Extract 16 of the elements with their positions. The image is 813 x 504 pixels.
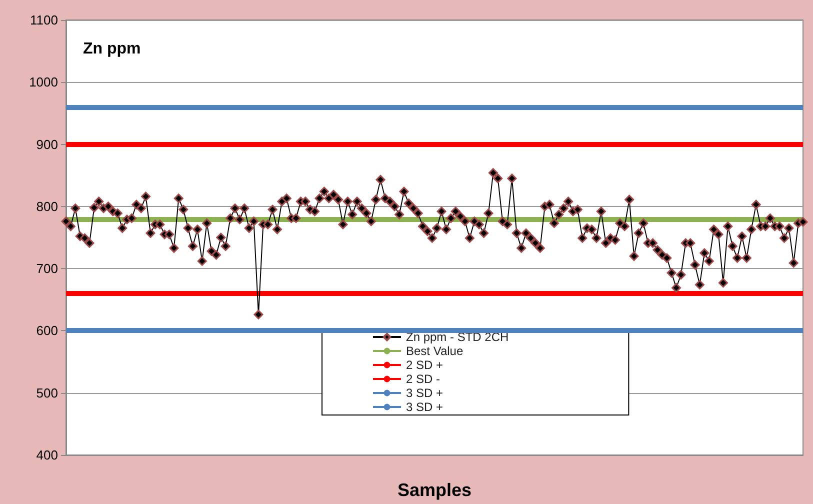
legend-label: Zn ppm - STD 2CH xyxy=(406,330,509,344)
y-tick-label: 800 xyxy=(36,198,58,214)
y-tick-label: 600 xyxy=(36,323,58,338)
legend-label: 3 SD + xyxy=(406,400,444,414)
legend-label: 2 SD + xyxy=(406,358,444,372)
x-axis-title: Samples xyxy=(397,480,472,500)
y-tick-label: 500 xyxy=(36,385,58,400)
legend-label: 2 SD - xyxy=(406,372,440,386)
y-tick-label: 900 xyxy=(36,136,58,152)
y-tick-label: 700 xyxy=(36,261,58,276)
y-tick-label: 400 xyxy=(36,448,58,462)
text: Zn ppm xyxy=(83,40,141,58)
y-tick-label: 1100 xyxy=(30,12,58,28)
legend-label: Best Value xyxy=(406,344,464,358)
legend-label: 3 SD + xyxy=(406,386,444,400)
y-tick-label: 1000 xyxy=(29,74,58,90)
